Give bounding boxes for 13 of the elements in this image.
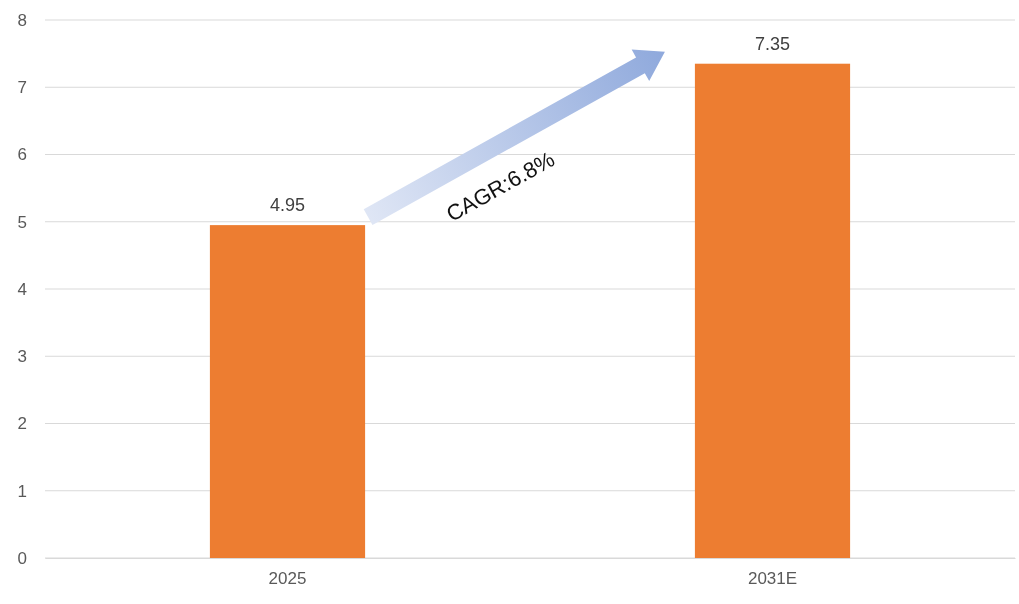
y-tick-label: 3 xyxy=(17,347,27,367)
y-tick-label: 2 xyxy=(17,414,27,434)
y-tick-label: 7 xyxy=(17,78,27,98)
y-tick-label: 4 xyxy=(17,279,27,299)
y-tick-label: 1 xyxy=(17,481,27,501)
y-tick-label: 6 xyxy=(17,145,27,165)
y-tick-label: 8 xyxy=(17,10,27,30)
data-label: 4.95 xyxy=(269,195,306,216)
x-tick-label: 2025 xyxy=(268,569,307,589)
x-tick-label: 2031E xyxy=(747,569,798,589)
y-tick-label: 5 xyxy=(17,212,27,232)
y-tick-label: 0 xyxy=(17,548,27,568)
data-label: 7.35 xyxy=(754,33,791,54)
